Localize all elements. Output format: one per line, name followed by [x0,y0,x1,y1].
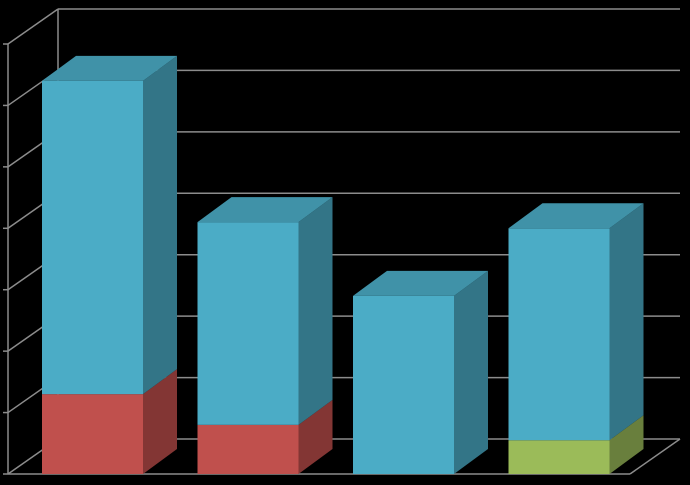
bar-side [454,270,488,474]
bar [508,228,610,441]
bar [42,80,143,395]
bar [353,295,454,474]
bar-side [298,399,333,474]
bar-side [143,55,177,395]
bar-side [298,197,333,425]
grid-line-side [7,8,59,45]
bar [508,440,610,474]
bar [42,394,143,474]
bar-top [508,203,644,229]
bar-side [143,369,177,474]
bar [197,222,299,425]
floor-right [629,438,681,475]
bar-top [197,197,333,223]
bar-side [609,203,644,441]
bar [197,424,299,474]
bar-top [42,55,177,81]
bar-side [609,415,644,474]
bar-top [353,270,488,296]
